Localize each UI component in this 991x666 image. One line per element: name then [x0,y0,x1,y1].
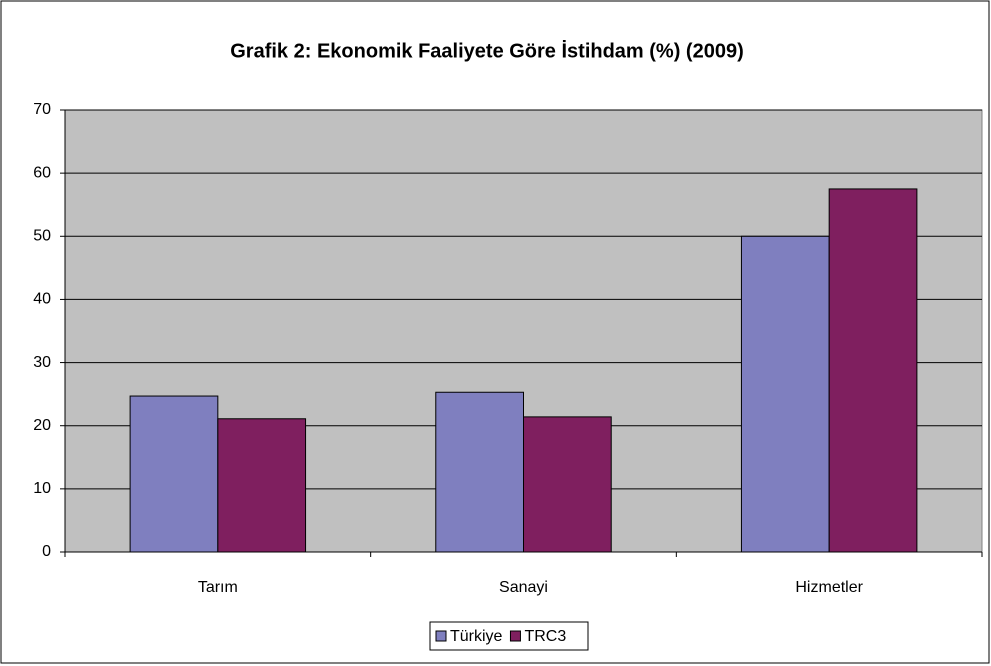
x-tick-label: Sanayi [499,579,548,596]
x-tick-label: Hizmetler [795,579,863,596]
y-tick-label: 20 [33,417,51,434]
bar [523,416,612,553]
y-tick-label: 60 [33,164,51,181]
y-tick-label: 40 [33,291,51,308]
y-tick-label: 30 [33,354,51,371]
y-tick-label: 50 [33,228,51,245]
legend-label: TRC3 [524,628,566,645]
y-tick-label: 10 [33,480,51,497]
bar [435,391,525,553]
y-tick-label: 0 [42,543,51,560]
legend-label: Türkiye [450,628,503,645]
legend-box [429,621,589,651]
chart-title: Grafik 2: Ekonomik Faaliyete Göre İstihd… [230,39,744,62]
bar [217,418,307,553]
x-tick-label: Tarım [198,579,238,596]
bar [828,188,918,553]
legend-swatch [509,630,521,642]
bar [740,235,830,553]
y-tick-label: 70 [33,101,51,118]
bar [129,395,219,553]
legend-swatch [435,630,447,642]
